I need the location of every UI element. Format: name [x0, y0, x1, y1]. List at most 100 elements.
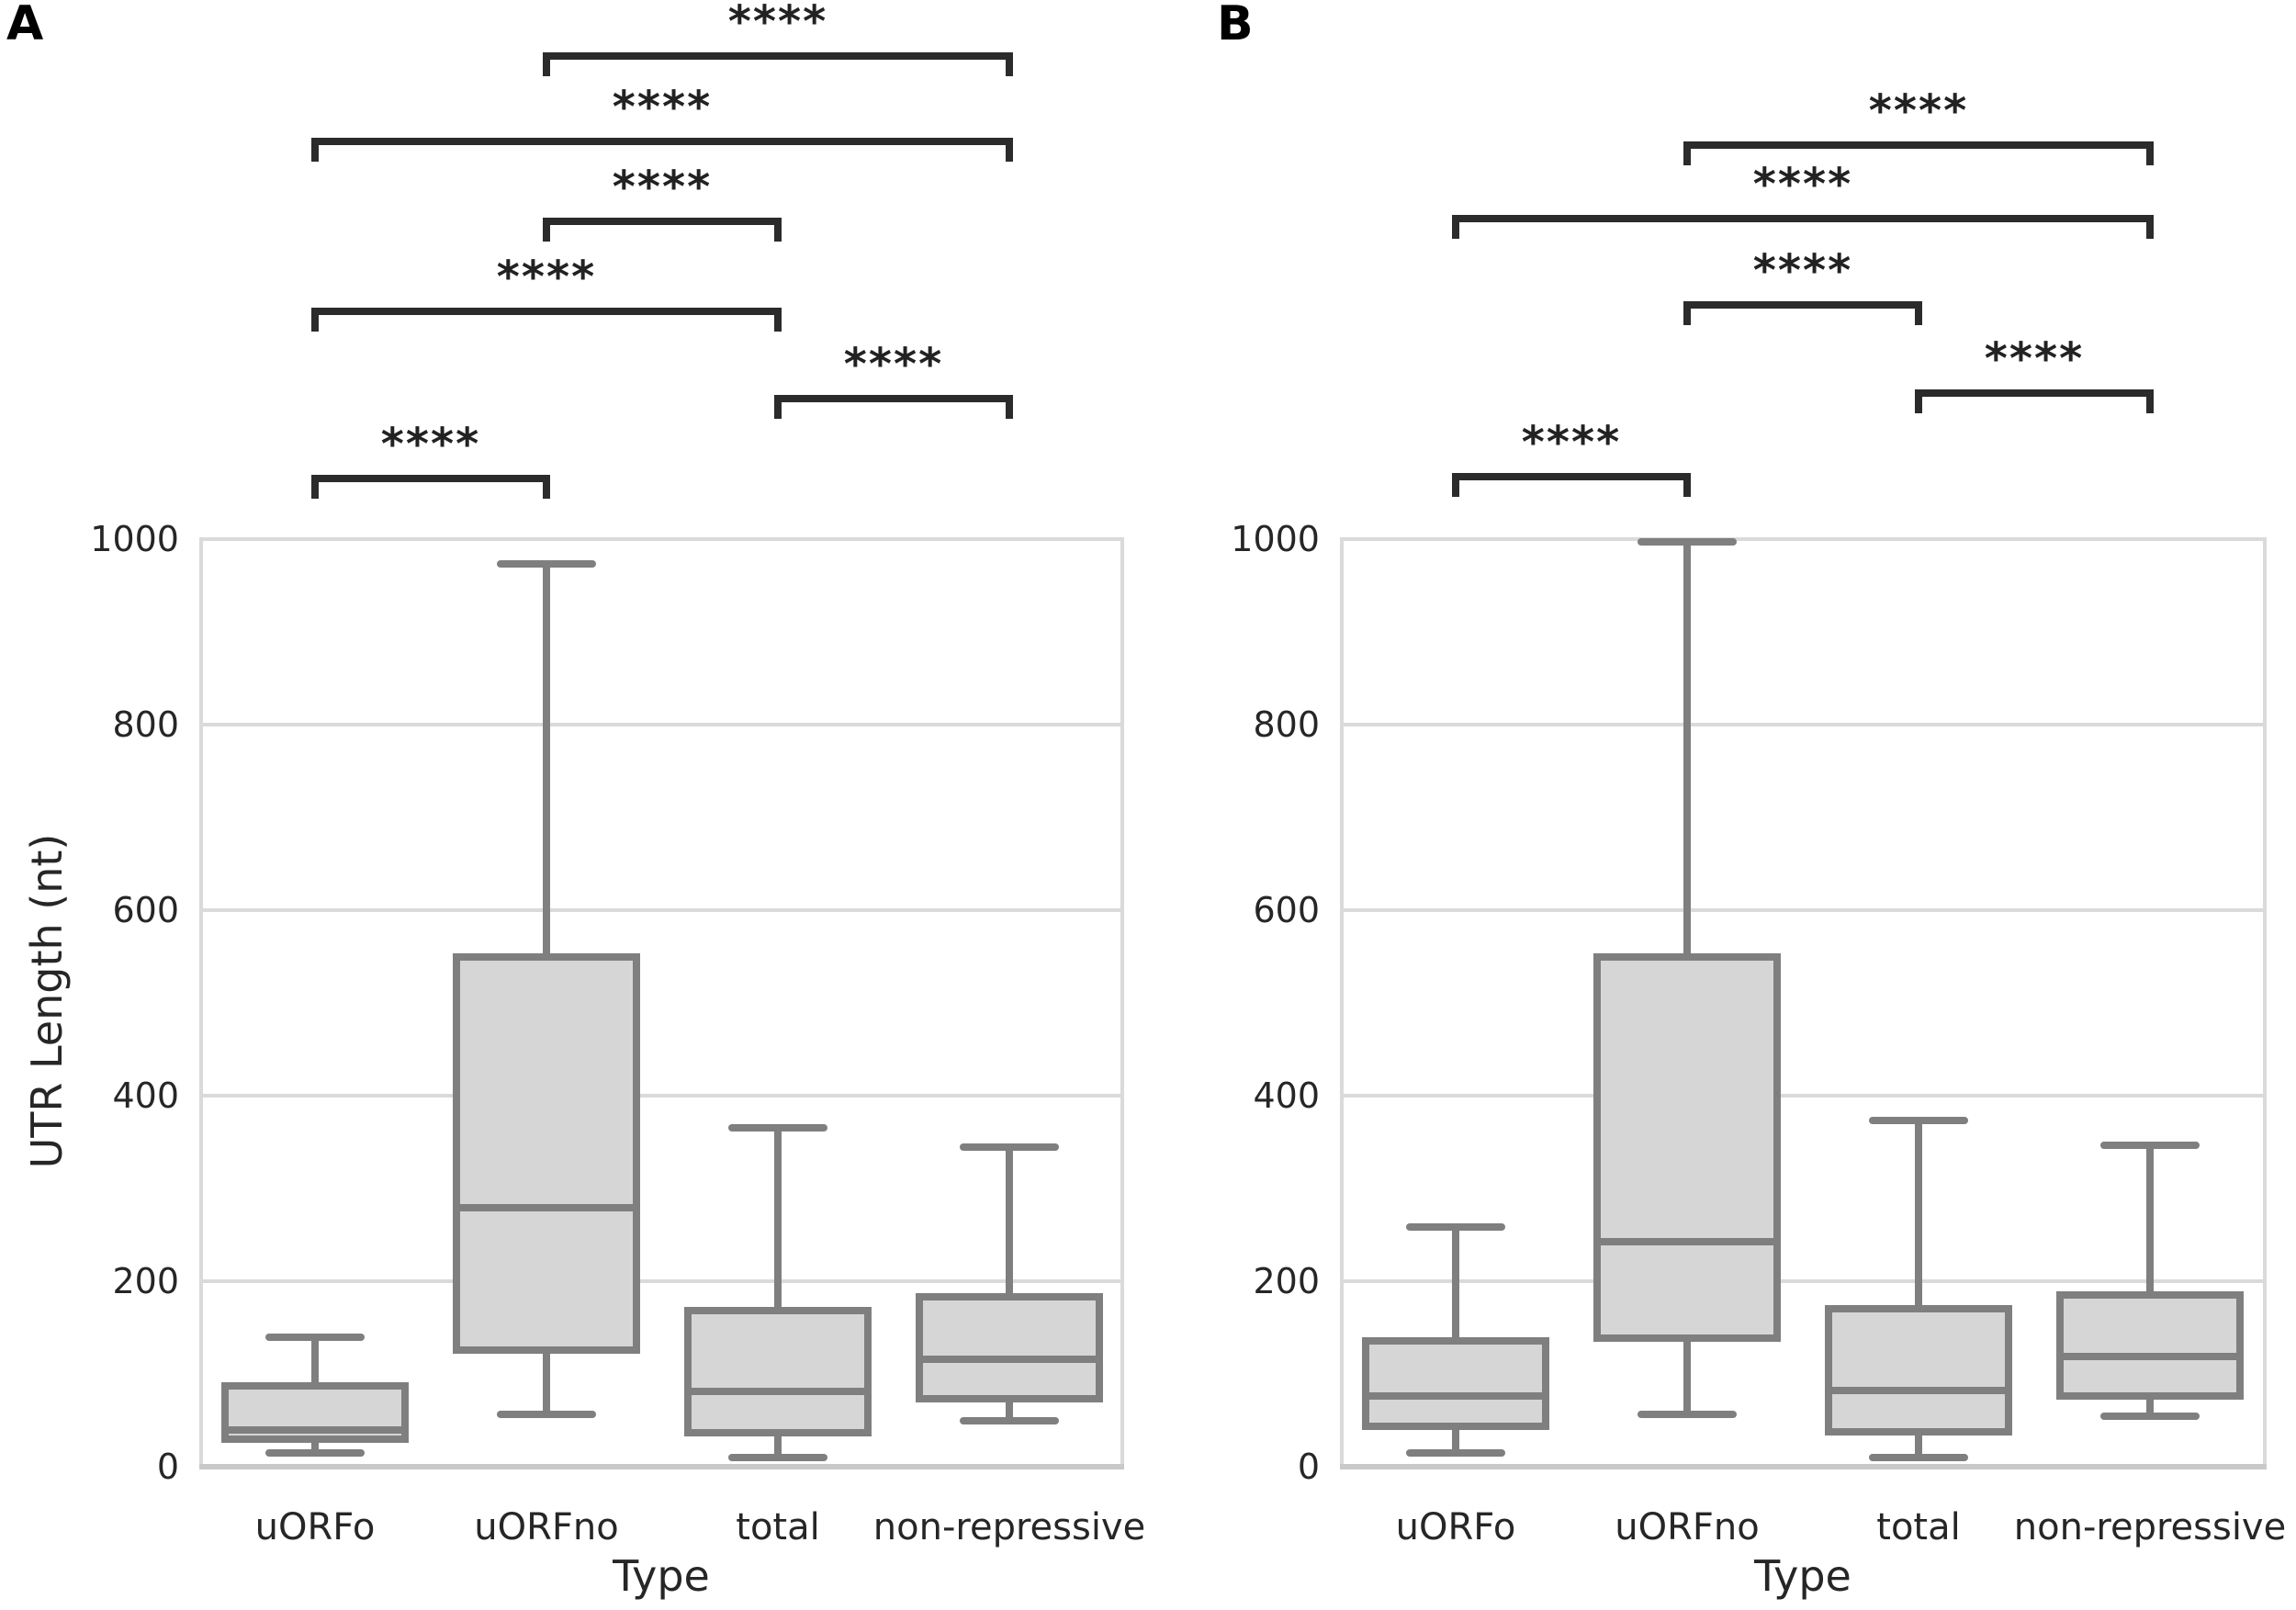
whisker-upper-cap — [265, 1333, 365, 1341]
y-tick-label: 600 — [1253, 890, 1320, 930]
whisker-upper-line — [1915, 1120, 1922, 1310]
box-non-repressive — [916, 1293, 1103, 1403]
whisker-lower-cap — [1869, 1453, 1968, 1461]
significance-bracket — [543, 52, 1013, 76]
significance-label: **** — [380, 419, 481, 470]
median-line — [229, 1425, 401, 1434]
x-tick-label: total — [736, 1506, 820, 1548]
median-line — [460, 1204, 633, 1212]
plot-frame-left — [199, 539, 203, 1467]
significance-bracket — [311, 308, 782, 332]
x-tick-label: uORFno — [1615, 1506, 1760, 1548]
box-uORFno — [1593, 952, 1781, 1342]
box-non-repressive — [2056, 1291, 2244, 1401]
whisker-lower-cap — [728, 1453, 827, 1461]
whisker-upper-line — [2146, 1144, 2154, 1296]
significance-label: **** — [612, 82, 713, 133]
gridline — [199, 537, 1124, 541]
median-line — [1832, 1387, 2005, 1395]
y-tick-label: 600 — [112, 890, 179, 930]
x-axis-title-a: Type — [613, 1551, 710, 1601]
whisker-lower-line — [543, 1349, 550, 1415]
box-total — [684, 1307, 872, 1436]
y-tick-label: 1000 — [1231, 519, 1320, 559]
whisker-lower-cap — [1406, 1448, 1505, 1457]
plot-frame-left — [1340, 539, 1344, 1467]
whisker-lower-cap — [1638, 1411, 1737, 1419]
gridline — [199, 1094, 1124, 1098]
significance-bracket — [1683, 141, 2154, 165]
y-axis-title: UTR Length (nt) — [22, 833, 72, 1169]
x-tick-label: non-repressive — [872, 1506, 1146, 1548]
panel-letter-a: A — [6, 0, 44, 51]
whisker-upper-line — [1683, 542, 1691, 957]
significance-label: **** — [496, 252, 597, 303]
y-tick-label: 200 — [1253, 1261, 1320, 1301]
significance-label: **** — [1521, 417, 1622, 468]
gridline — [1340, 908, 2267, 912]
whisker-upper-cap — [497, 560, 596, 569]
whisker-lower-line — [1915, 1431, 1922, 1458]
gridline — [1340, 1279, 2267, 1283]
x-axis-line — [1340, 1464, 2267, 1469]
significance-bracket — [543, 218, 782, 242]
median-line — [692, 1388, 864, 1396]
whisker-upper-line — [1006, 1146, 1013, 1298]
x-tick-label: total — [1876, 1506, 1961, 1548]
box-uORFo — [221, 1382, 409, 1443]
y-tick-label: 1000 — [90, 519, 179, 559]
y-tick-label: 400 — [1253, 1075, 1320, 1116]
gridline — [199, 908, 1124, 912]
x-tick-label: non-repressive — [2013, 1506, 2287, 1548]
significance-bracket — [1683, 301, 1922, 325]
significance-label: **** — [727, 0, 828, 48]
whisker-lower-cap — [265, 1448, 365, 1457]
x-tick-label: uORFno — [474, 1506, 619, 1548]
box-uORFo — [1362, 1336, 1549, 1430]
significance-label: **** — [1752, 159, 1853, 210]
plot-frame-right — [1120, 539, 1124, 1467]
gridline — [1340, 537, 2267, 541]
box-uORFno — [453, 952, 640, 1354]
median-line — [1369, 1392, 1542, 1401]
whisker-lower-line — [774, 1432, 782, 1458]
median-line — [1601, 1237, 1773, 1245]
gridline — [199, 1279, 1124, 1283]
significance-bracket — [1915, 389, 2154, 413]
gridline — [1340, 1094, 2267, 1098]
significance-label: **** — [1868, 85, 1969, 137]
whisker-lower-cap — [2100, 1413, 2200, 1421]
significance-bracket — [311, 138, 1013, 162]
significance-bracket — [1452, 215, 2154, 239]
whisker-upper-cap — [960, 1143, 1059, 1151]
significance-label: **** — [612, 162, 713, 213]
y-tick-label: 0 — [1297, 1447, 1320, 1487]
y-tick-label: 800 — [112, 704, 179, 745]
significance-label: **** — [1984, 333, 2085, 385]
x-axis-title-b: Type — [1754, 1551, 1851, 1601]
whisker-lower-line — [1006, 1399, 1013, 1421]
significance-bracket — [311, 475, 550, 499]
x-tick-label: uORFo — [254, 1506, 376, 1548]
median-line — [923, 1355, 1096, 1363]
significance-label: **** — [843, 339, 944, 390]
gridline — [199, 723, 1124, 726]
y-tick-label: 200 — [112, 1261, 179, 1301]
whisker-upper-cap — [1638, 538, 1737, 546]
whisker-upper-line — [311, 1336, 319, 1387]
y-tick-label: 0 — [156, 1447, 179, 1487]
whisker-upper-cap — [728, 1124, 827, 1132]
significance-bracket — [774, 395, 1013, 419]
x-axis-line — [199, 1464, 1124, 1469]
whisker-lower-cap — [497, 1411, 596, 1419]
whisker-upper-cap — [1869, 1117, 1968, 1125]
whisker-upper-line — [774, 1128, 782, 1312]
whisker-upper-cap — [1406, 1223, 1505, 1232]
box-total — [1825, 1305, 2012, 1435]
plot-frame-right — [2263, 539, 2267, 1467]
significance-bracket — [1452, 473, 1691, 497]
y-tick-label: 800 — [1253, 704, 1320, 745]
whisker-lower-line — [1683, 1337, 1691, 1415]
whisker-lower-line — [2146, 1396, 2154, 1417]
